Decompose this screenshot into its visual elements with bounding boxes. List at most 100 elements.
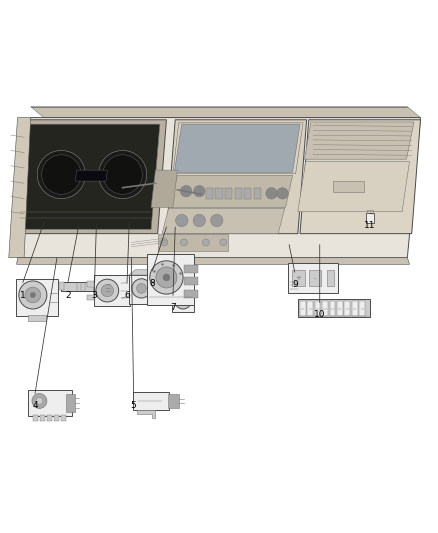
Bar xyxy=(184,278,198,285)
Circle shape xyxy=(32,393,47,408)
Bar xyxy=(300,301,305,316)
Bar xyxy=(307,301,313,316)
Bar xyxy=(206,188,213,199)
Text: 11: 11 xyxy=(364,221,376,230)
Circle shape xyxy=(202,239,209,246)
Bar xyxy=(61,415,66,421)
Bar xyxy=(309,270,321,286)
Text: 6: 6 xyxy=(124,291,130,300)
Polygon shape xyxy=(137,410,155,418)
Bar xyxy=(297,299,370,317)
Polygon shape xyxy=(129,270,165,275)
Bar xyxy=(33,415,38,421)
Polygon shape xyxy=(158,233,228,251)
Circle shape xyxy=(103,155,142,194)
Polygon shape xyxy=(17,258,410,264)
Bar xyxy=(147,254,194,305)
Bar xyxy=(59,282,64,290)
Text: 10: 10 xyxy=(314,310,325,319)
Circle shape xyxy=(19,281,47,309)
Text: 3: 3 xyxy=(92,290,98,300)
Circle shape xyxy=(194,185,205,197)
Circle shape xyxy=(266,188,277,199)
Circle shape xyxy=(220,239,227,246)
Bar xyxy=(322,301,328,316)
Circle shape xyxy=(30,292,35,297)
Bar xyxy=(17,279,58,316)
Circle shape xyxy=(161,239,168,246)
Bar xyxy=(293,270,305,286)
Bar xyxy=(87,295,94,300)
Circle shape xyxy=(176,214,188,227)
Bar xyxy=(288,263,338,293)
Polygon shape xyxy=(166,120,307,233)
Bar xyxy=(225,188,232,199)
Polygon shape xyxy=(20,124,160,229)
Bar xyxy=(314,301,321,316)
Circle shape xyxy=(150,261,183,294)
Bar xyxy=(344,301,350,316)
Polygon shape xyxy=(9,118,31,258)
Bar xyxy=(28,316,46,321)
Circle shape xyxy=(179,297,187,304)
Bar xyxy=(333,181,364,192)
Polygon shape xyxy=(75,170,107,181)
Text: 2: 2 xyxy=(65,290,71,300)
Circle shape xyxy=(193,214,205,227)
Polygon shape xyxy=(31,107,420,118)
Bar xyxy=(326,270,335,286)
Polygon shape xyxy=(162,208,285,233)
Polygon shape xyxy=(300,120,420,233)
Bar xyxy=(66,394,75,412)
Bar xyxy=(172,289,194,312)
Circle shape xyxy=(101,285,113,297)
Bar xyxy=(168,394,179,408)
Circle shape xyxy=(175,292,191,309)
Polygon shape xyxy=(304,122,414,159)
Circle shape xyxy=(25,287,41,303)
Circle shape xyxy=(37,150,85,199)
Text: -: - xyxy=(314,276,316,281)
Polygon shape xyxy=(61,282,94,291)
Bar xyxy=(337,301,343,316)
Circle shape xyxy=(277,188,288,199)
Circle shape xyxy=(96,279,119,302)
Circle shape xyxy=(132,279,151,298)
Text: 7: 7 xyxy=(170,303,176,312)
Text: 1: 1 xyxy=(20,290,26,300)
Circle shape xyxy=(42,155,81,194)
Bar xyxy=(87,281,94,287)
Bar xyxy=(28,391,72,416)
Polygon shape xyxy=(170,175,293,207)
Polygon shape xyxy=(15,120,166,233)
Circle shape xyxy=(99,150,147,199)
Circle shape xyxy=(137,284,146,293)
Bar xyxy=(352,301,357,316)
Bar xyxy=(215,188,223,199)
Polygon shape xyxy=(18,118,420,258)
Text: 4: 4 xyxy=(32,401,38,410)
Bar xyxy=(94,275,130,306)
Circle shape xyxy=(180,185,192,197)
Circle shape xyxy=(163,274,170,281)
Bar xyxy=(47,415,52,421)
Bar xyxy=(254,188,261,199)
Polygon shape xyxy=(151,170,177,207)
Circle shape xyxy=(211,214,223,227)
Text: 5: 5 xyxy=(131,401,137,410)
Text: +: + xyxy=(296,276,301,281)
Bar xyxy=(129,275,159,303)
Bar xyxy=(184,265,198,273)
Bar xyxy=(166,297,172,304)
Circle shape xyxy=(36,398,43,405)
Bar xyxy=(184,290,198,297)
Circle shape xyxy=(180,239,187,246)
Text: 8: 8 xyxy=(149,279,155,288)
Bar xyxy=(359,301,365,316)
Polygon shape xyxy=(298,161,410,212)
Bar xyxy=(366,213,374,223)
Bar xyxy=(235,188,242,199)
Text: 9: 9 xyxy=(292,280,298,289)
Bar xyxy=(93,281,106,294)
Polygon shape xyxy=(174,124,300,172)
